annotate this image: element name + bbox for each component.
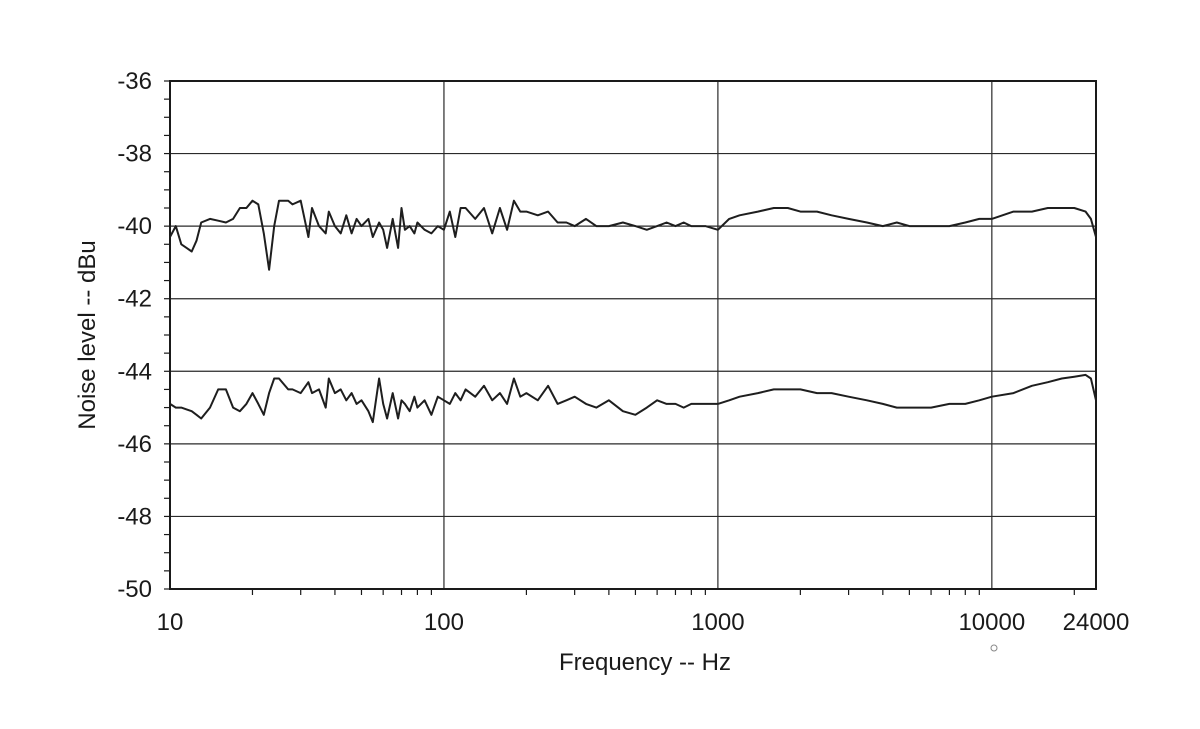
y-tick-labels: -36 -38 -40 -42 -44 -46 -48 -50 [117,68,152,603]
y-tick-label: -38 [117,141,152,168]
minor-tick-marks [164,80,1075,595]
y-tick-label: -48 [117,503,152,530]
y-tick-label: -46 [117,431,152,458]
x-tick-label: 10 [157,609,184,636]
scan-speck [990,644,998,652]
y-tick-label: -40 [117,213,152,240]
x-tick-label: 24000 [1063,609,1130,636]
x-tick-labels: 10 100 1000 10000 24000 [157,609,1130,636]
x-tick-label: 100 [424,609,464,636]
x-tick-label: 10000 [958,609,1025,636]
x-tick-label: 1000 [691,609,744,636]
series-lines [169,199,1097,424]
y-tick-label: -42 [117,286,152,313]
plot-frame [169,80,1097,590]
series-line-2 [169,373,1097,424]
gridlines [169,80,1097,590]
y-tick-label: -36 [117,68,152,95]
series-line-1 [169,199,1097,271]
y-tick-label: -50 [117,576,152,603]
y-axis-title: Noise level -- dBu [74,240,101,429]
x-axis-title: Frequency -- Hz [559,649,731,676]
y-tick-label: -44 [117,358,152,385]
